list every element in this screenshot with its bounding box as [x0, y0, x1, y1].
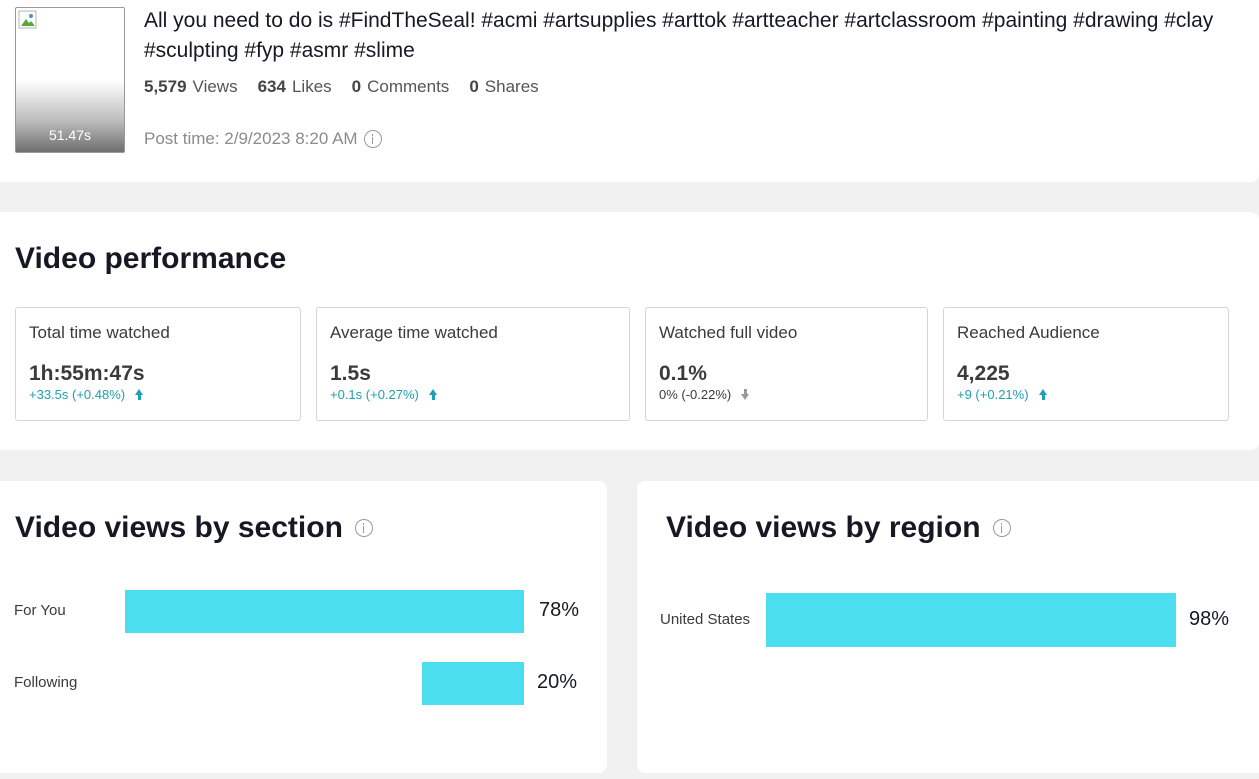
metric-delta: +9 (+0.21%) — [957, 387, 1215, 402]
bar-value-following: 20% — [537, 671, 578, 693]
bar-label-united-states: United States — [660, 611, 751, 628]
arrow-up-icon — [428, 389, 438, 400]
info-icon[interactable] — [354, 519, 373, 537]
comments-stat: 0 Comments — [351, 77, 450, 96]
bar-label-for-you: For You — [14, 602, 66, 619]
views-by-region-card: Video views by region United States 98% — [637, 481, 1259, 773]
arrow-up-icon — [135, 389, 144, 400]
post-time-text: Post time: 2/9/2023 8:20 AM — [144, 129, 358, 148]
metric-delta: +33.5s (+0.48%) — [29, 387, 287, 402]
section-title: Video views by section — [15, 511, 373, 545]
section-title: Video views by region — [666, 511, 1011, 545]
metric-watched-full-video[interactable]: Watched full video 0.1% 0% (-0.22%) — [645, 307, 928, 421]
shares-stat: 0 Shares — [469, 77, 539, 96]
metric-label: Reached Audience — [957, 323, 1100, 342]
bar-united-states[interactable] — [766, 593, 1176, 647]
metric-label: Average time watched — [330, 323, 498, 342]
video-performance-card: Video performance Total time watched 1h:… — [0, 212, 1259, 450]
video-duration: 51.47s — [48, 127, 92, 143]
metric-delta: 0% (-0.22%) — [659, 387, 914, 402]
views-stat: 5,579 Views — [144, 77, 238, 96]
video-info-card: 51.47s All you need to do is #FindTheSea… — [0, 0, 1259, 182]
broken-image-icon — [18, 10, 37, 29]
metric-value: 0.1% — [659, 362, 707, 385]
metric-average-time-watched[interactable]: Average time watched 1.5s +0.1s (+0.27%) — [316, 307, 630, 421]
metric-label: Total time watched — [29, 323, 170, 342]
metric-reached-audience[interactable]: Reached Audience 4,225 +9 (+0.21%) — [943, 307, 1229, 421]
info-icon[interactable] — [363, 130, 382, 148]
bar-for-you[interactable] — [125, 590, 524, 633]
metric-value: 4,225 — [957, 362, 1010, 385]
arrow-up-icon — [1038, 389, 1048, 400]
bar-value-united-states: 98% — [1189, 608, 1230, 630]
views-by-section-card: Video views by section For You 78% Follo… — [0, 481, 607, 773]
bar-following[interactable] — [421, 662, 524, 705]
video-stats: 5,579 Views 634 Likes 0 Comments 0 Shares — [144, 77, 539, 97]
bar-label-following: Following — [14, 674, 78, 691]
bar-value-for-you: 78% — [539, 599, 580, 621]
metric-value: 1.5s — [330, 362, 371, 385]
info-icon[interactable] — [992, 519, 1011, 537]
video-thumbnail[interactable]: 51.47s — [15, 7, 125, 153]
metric-label: Watched full video — [659, 323, 798, 342]
video-title: All you need to do is #FindTheSeal! #acm… — [144, 9, 1214, 62]
metric-value: 1h:55m:47s — [29, 362, 145, 385]
metric-delta: +0.1s (+0.27%) — [330, 387, 616, 402]
section-title: Video performance — [15, 242, 287, 275]
post-time: Post time: 2/9/2023 8:20 AM — [144, 129, 382, 149]
likes-stat: 634 Likes — [257, 77, 332, 96]
arrow-down-icon — [741, 389, 750, 400]
metric-total-time-watched[interactable]: Total time watched 1h:55m:47s +33.5s (+0… — [15, 307, 301, 421]
